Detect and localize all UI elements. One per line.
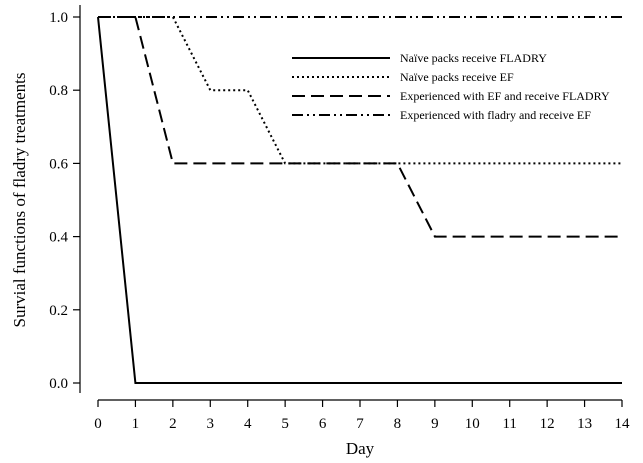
- x-tick-label: 5: [281, 416, 289, 432]
- y-ticks: 0.0 0.2 0.4 0.6 0.8 1.0: [49, 10, 80, 392]
- y-tick-label: 0.2: [49, 303, 68, 319]
- legend-label-1: Naïve packs receive FLADRY: [400, 51, 547, 65]
- x-tick-label: 9: [431, 416, 439, 432]
- x-tick-label: 2: [169, 416, 177, 432]
- series-line-2: [98, 16, 622, 165]
- series-line-1: [97, 16, 622, 384]
- y-tick-label: 0.8: [49, 83, 68, 99]
- x-tick-label: 8: [394, 416, 402, 432]
- x-tick-label: 6: [319, 416, 327, 432]
- legend-label-3: Experienced with EF and receive FLADRY: [400, 89, 610, 103]
- x-tick-label: 1: [132, 416, 140, 432]
- x-ticks: 0 1 2 3 4 5 6 7 8 9 10 11 12 13 14: [94, 400, 630, 432]
- y-tick-label: 1.0: [49, 10, 68, 26]
- axes: 0.00.20.40.60.81.0 0 1 2 3 4 5 6 7 8 9 10 11 12 13 14: [49, 5, 630, 432]
- y-tick-label: 0.4: [49, 230, 68, 246]
- series-group: [97, 16, 622, 384]
- x-tick-label: 7: [356, 416, 364, 432]
- x-tick-label: 0: [94, 416, 102, 432]
- series-line-3: [98, 16, 622, 238]
- y-tick-label: 0.0: [49, 376, 68, 392]
- x-tick-label: 10: [465, 416, 480, 432]
- x-tick-label: 4: [244, 416, 252, 432]
- x-tick-label: 3: [207, 416, 215, 432]
- x-tick-label: 13: [577, 416, 592, 432]
- legend-label-4: Experienced with fladry and receive EF: [400, 108, 591, 122]
- x-tick-label: 11: [502, 416, 516, 432]
- legend: Naïve packs receive FLADRY Naïve packs re…: [292, 51, 610, 122]
- x-axis-title: Day: [346, 439, 375, 458]
- y-axis-title: Survial functions of fladry treatments: [10, 73, 29, 328]
- x-tick-label: 12: [540, 416, 555, 432]
- y-tick-label: 0.6: [49, 156, 68, 172]
- legend-label-2: Naïve packs receive EF: [400, 70, 514, 84]
- x-tick-label: 14: [615, 416, 631, 432]
